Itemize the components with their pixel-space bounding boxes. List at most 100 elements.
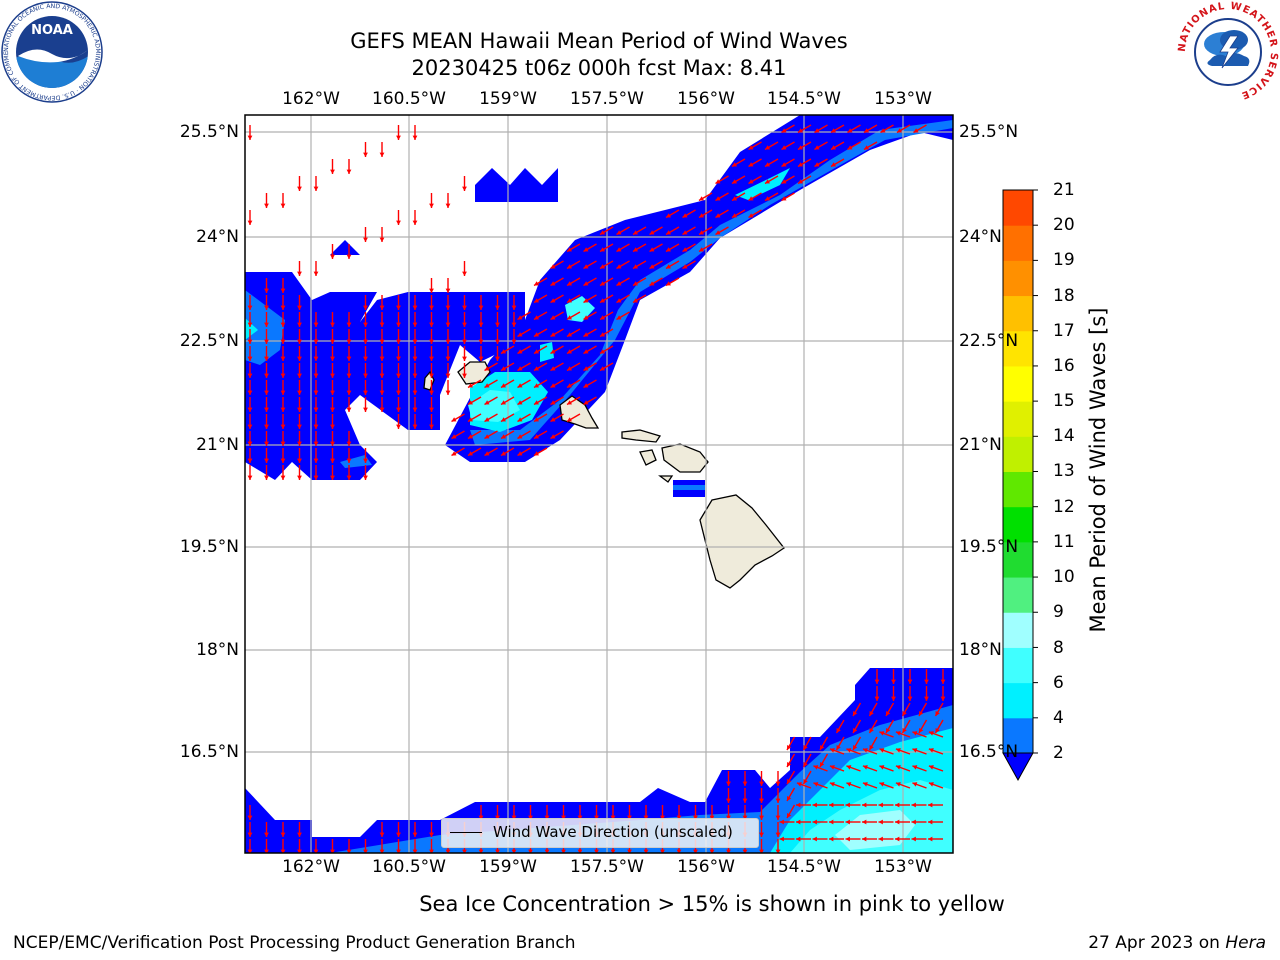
lat-tick-left: 21°N bbox=[196, 435, 239, 455]
colorbar-tick: 6 bbox=[1053, 673, 1064, 693]
wave-direction-arrow bbox=[812, 819, 828, 825]
lon-tick-bottom: 153°W bbox=[874, 857, 932, 877]
wave-direction-arrow bbox=[731, 192, 746, 202]
wave-direction-arrow bbox=[330, 380, 335, 395]
wave-direction-arrow bbox=[928, 782, 944, 789]
wave-direction-arrow bbox=[495, 346, 500, 361]
wave-direction-arrow bbox=[500, 396, 515, 406]
wave-direction-arrow bbox=[412, 295, 418, 310]
wave-direction-arrow bbox=[797, 141, 812, 151]
wave-direction-arrow bbox=[412, 346, 418, 361]
wave-direction-arrow bbox=[891, 669, 896, 684]
wave-direction-arrow bbox=[247, 839, 253, 853]
wave-direction-arrow bbox=[868, 702, 878, 717]
wave-direction-arrow bbox=[928, 731, 944, 738]
map-frame bbox=[244, 114, 954, 854]
wave-direction-arrow bbox=[363, 312, 368, 327]
wave-direction-arrow bbox=[297, 363, 302, 378]
wave-direction-arrow bbox=[928, 748, 944, 755]
wave-direction-arrow bbox=[363, 295, 368, 310]
wave-direction-arrow bbox=[781, 175, 795, 185]
wave-direction-arrow bbox=[835, 719, 845, 734]
wave-direction-arrow bbox=[632, 243, 647, 253]
wave-direction-arrow bbox=[665, 243, 680, 253]
wave-direction-arrow bbox=[396, 312, 401, 327]
wave-direction-arrow bbox=[264, 193, 269, 208]
wave-direction-arrow bbox=[885, 702, 895, 717]
wave-direction-arrow bbox=[330, 397, 335, 412]
wave-direction-arrow bbox=[247, 380, 253, 395]
map-title: GEFS MEAN Hawaii Mean Period of Wind Wav… bbox=[350, 29, 848, 53]
wave-direction-arrow bbox=[429, 363, 434, 378]
wave-direction-arrow bbox=[511, 329, 517, 344]
legend-label: Wind Wave Direction (unscaled) bbox=[493, 823, 733, 841]
wave-direction-arrow bbox=[583, 260, 597, 270]
wave-direction-arrow bbox=[907, 686, 913, 701]
wave-direction-arrow bbox=[895, 802, 910, 808]
wave-direction-arrow bbox=[928, 802, 943, 808]
wave-direction-arrow bbox=[599, 345, 614, 355]
colorbar-segment bbox=[1003, 330, 1033, 367]
wave-direction-arrow bbox=[313, 176, 319, 191]
wave-direction-arrow bbox=[862, 765, 878, 772]
wave-direction-arrow bbox=[396, 839, 401, 853]
wave-direction-arrow bbox=[759, 839, 764, 853]
wave-direction-arrow bbox=[247, 805, 253, 820]
wave-direction-arrow bbox=[247, 125, 253, 140]
wave-direction-arrow bbox=[379, 312, 385, 327]
wave-direction-arrow bbox=[462, 346, 467, 361]
wave-direction-arrow bbox=[346, 431, 352, 446]
wave-direction-arrow bbox=[566, 413, 581, 423]
wave-direction-arrow bbox=[462, 261, 467, 276]
wave-direction-arrow bbox=[297, 448, 302, 463]
wave-direction-arrow bbox=[330, 159, 335, 174]
wave-direction-arrow bbox=[412, 329, 418, 344]
wave-direction-arrow bbox=[313, 363, 319, 378]
wave-direction-arrow bbox=[379, 380, 385, 395]
wave-direction-arrow bbox=[478, 312, 484, 327]
wave-direction-arrow bbox=[330, 346, 335, 361]
wave-direction-arrow bbox=[500, 362, 515, 372]
wave-direction-arrow bbox=[748, 209, 762, 219]
wave-direction-arrow bbox=[445, 329, 451, 344]
wave-direction-arrow bbox=[731, 209, 746, 219]
wave-direction-arrow bbox=[280, 397, 286, 412]
wave-direction-arrow bbox=[550, 311, 564, 321]
wave-direction-arrow bbox=[616, 277, 630, 287]
lat-tick-right: 24°N bbox=[959, 227, 1002, 247]
wave-direction-arrow bbox=[819, 753, 829, 768]
wave-direction-arrow bbox=[363, 363, 368, 378]
wave-direction-arrow bbox=[297, 822, 302, 837]
colorbar-segment bbox=[1003, 717, 1033, 754]
wave-direction-arrow bbox=[911, 836, 927, 842]
wave-direction-arrow bbox=[467, 447, 482, 457]
wave-direction-arrow bbox=[698, 192, 713, 202]
wave-direction-arrow bbox=[847, 124, 861, 134]
colorbar-tick: 10 bbox=[1053, 567, 1075, 587]
footer-date: 27 Apr 2023 on Hera bbox=[1088, 932, 1266, 954]
wave-direction-arrow bbox=[819, 736, 829, 751]
colorbar-segment bbox=[1003, 647, 1033, 684]
lat-tick-right: 22.5°N bbox=[959, 331, 1019, 351]
lat-tick-left: 25.5°N bbox=[179, 122, 239, 142]
wave-direction-arrow bbox=[363, 329, 368, 344]
wave-direction-arrow bbox=[928, 819, 943, 825]
wave-direction-arrow bbox=[764, 158, 779, 168]
wave-direction-arrow bbox=[786, 736, 796, 751]
wave-direction-arrow bbox=[748, 175, 762, 185]
wave-direction-arrow bbox=[796, 802, 811, 808]
wave-direction-arrow bbox=[280, 363, 286, 378]
wave-direction-arrow bbox=[566, 294, 581, 304]
wave-direction-arrow bbox=[781, 192, 795, 202]
wave-direction-arrow bbox=[412, 839, 418, 853]
wave-direction-arrow bbox=[583, 396, 597, 406]
wave-direction-arrow bbox=[280, 312, 286, 327]
wave-direction-arrow bbox=[895, 748, 911, 755]
wave-direction-arrow bbox=[517, 311, 531, 321]
wave-direction-arrow bbox=[911, 819, 927, 825]
wave-direction-arrow bbox=[616, 294, 630, 304]
wave-direction-arrow bbox=[802, 753, 812, 768]
wave-direction-arrow bbox=[852, 719, 862, 734]
wave-direction-arrow bbox=[912, 748, 927, 755]
lon-tick-top: 157.5°W bbox=[570, 89, 644, 109]
